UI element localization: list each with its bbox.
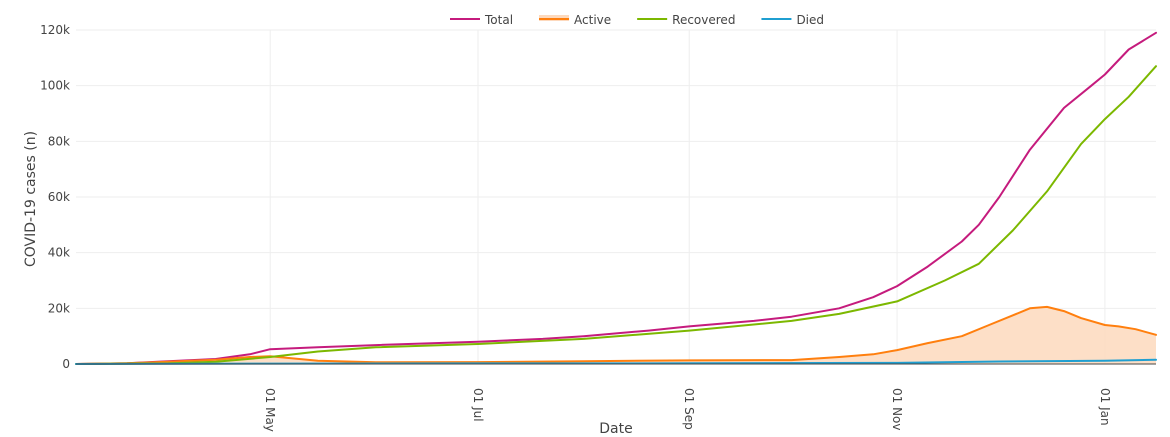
grid: [76, 29, 1156, 365]
legend[interactable]: Total Active Recovered Died: [450, 13, 824, 27]
y-tick-label: 20k: [48, 301, 70, 315]
legend-label: Active: [574, 13, 611, 27]
recovered-series-line: [75, 65, 1157, 365]
x-tick-label: 01 Jan: [1098, 388, 1112, 426]
legend-item-active[interactable]: Active: [539, 13, 611, 27]
y-tick-label: 120k: [40, 23, 70, 37]
axes: 0 20k 40k 60k 80k 100k 120k 01 May 01 Jul 01 Sep 0…: [40, 23, 1156, 432]
area-fills: [76, 306, 1156, 364]
legend-item-died[interactable]: Died: [761, 13, 824, 27]
legend-item-recovered[interactable]: Recovered: [637, 13, 735, 27]
x-axis-title: Date: [599, 421, 632, 437]
y-tick-label: 100k: [40, 79, 70, 93]
y-tick-label: 60k: [48, 190, 70, 204]
x-tick-label: 01 Jul: [471, 388, 485, 422]
active-series-line: [75, 305, 1157, 365]
y-tick-label: 40k: [48, 246, 70, 260]
series-lines: [75, 31, 1157, 365]
y-axis-title: COVID-19 cases (n): [23, 131, 39, 267]
y-tick-label: 80k: [48, 134, 70, 148]
x-tick-label: 01 May: [263, 388, 277, 432]
active-area-fill: [76, 306, 1156, 364]
legend-label: Total: [484, 13, 513, 27]
legend-label: Recovered: [672, 13, 735, 27]
x-tick-label: 01 Nov: [890, 388, 904, 431]
y-tick-label: 0: [62, 357, 70, 371]
legend-label: Died: [796, 13, 824, 27]
legend-item-total[interactable]: Total: [450, 13, 513, 27]
x-tick-label: 01 Sep: [682, 388, 696, 430]
total-series-line: [75, 31, 1157, 365]
